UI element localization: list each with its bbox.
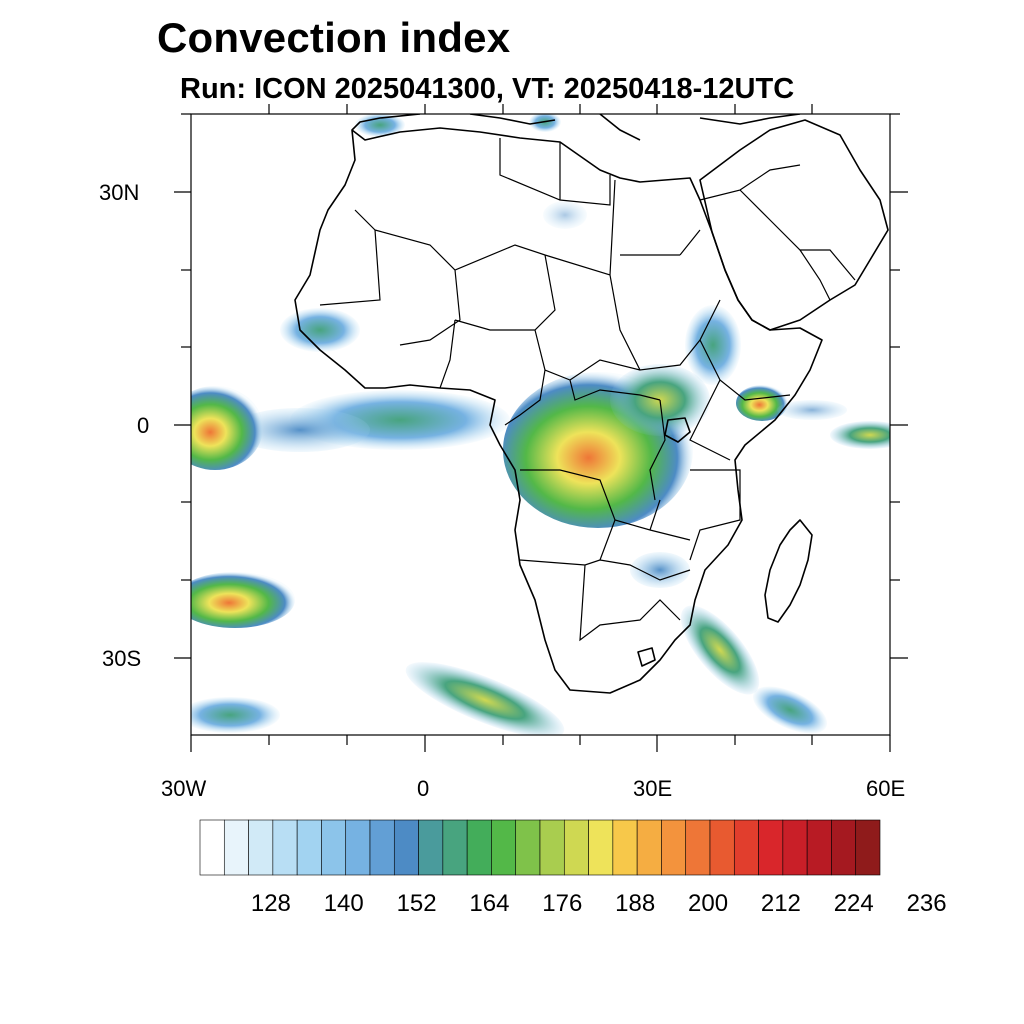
convection-cell-west-atlantic bbox=[191, 386, 263, 470]
colorbar-box bbox=[491, 819, 517, 876]
colorbar-box bbox=[321, 819, 347, 876]
convection-cell-sw-corner bbox=[191, 697, 280, 733]
convection-cell-mediterranean bbox=[529, 114, 561, 132]
colorbar-box bbox=[223, 819, 249, 876]
convection-cell-zambezi bbox=[630, 552, 690, 588]
colorbar-label: 128 bbox=[250, 890, 291, 917]
colorbar-label: 212 bbox=[760, 890, 801, 917]
lat-label-equator: 0 bbox=[137, 413, 150, 438]
colorbar-box bbox=[612, 819, 638, 876]
convection-cell-libya bbox=[543, 201, 587, 229]
convection-cell-indian-ocean bbox=[752, 686, 828, 734]
colorbar-box bbox=[296, 819, 322, 876]
madagascar bbox=[764, 519, 813, 623]
convection-field bbox=[191, 114, 890, 735]
colorbar-box bbox=[661, 819, 687, 876]
colorbar-box bbox=[709, 819, 735, 876]
colorbar-box bbox=[782, 819, 808, 876]
colorbar-label: 200 bbox=[688, 890, 729, 917]
border-arabia bbox=[699, 164, 856, 301]
colorbar-box bbox=[758, 819, 784, 876]
convection-cell-guinea bbox=[280, 308, 360, 352]
colorbar-box bbox=[466, 819, 492, 876]
colorbar-box bbox=[442, 819, 468, 876]
colorbar-box bbox=[588, 819, 614, 876]
colorbar-box bbox=[563, 819, 589, 876]
lake-victoria bbox=[664, 417, 691, 443]
colorbar-label: 140 bbox=[323, 890, 364, 917]
lon-label-0: 0 bbox=[417, 776, 430, 801]
colorbar-box bbox=[733, 819, 759, 876]
colorbar-box bbox=[418, 819, 444, 876]
colorbar-box bbox=[855, 819, 881, 876]
colorbar-label: 236 bbox=[906, 890, 947, 917]
country-borders bbox=[319, 138, 856, 642]
lat-label-30s: 30S bbox=[102, 646, 142, 671]
colorbar-box bbox=[831, 819, 857, 876]
colorbar-label: 152 bbox=[396, 890, 437, 917]
lon-label-30w: 30W bbox=[161, 776, 207, 801]
lon-label-30e: 30E bbox=[633, 776, 673, 801]
colorbar-box bbox=[539, 819, 565, 876]
lon-label-60e: 60E bbox=[866, 776, 906, 801]
arabian-peninsula bbox=[699, 119, 889, 331]
colorbar-label: 188 bbox=[615, 890, 656, 917]
colorbar-box bbox=[393, 819, 419, 876]
lat-ticks bbox=[174, 113, 908, 659]
colorbar-label: 164 bbox=[469, 890, 510, 917]
lat-label-30n: 30N bbox=[99, 180, 140, 205]
convection-cell-east-equator bbox=[830, 421, 890, 449]
colorbar bbox=[199, 819, 881, 876]
convection-cell-somalia-coast bbox=[777, 400, 847, 420]
convection-cell-south-atlantic bbox=[191, 572, 295, 628]
colorbar-box bbox=[685, 819, 711, 876]
coastlines bbox=[294, 114, 889, 694]
africa-coastline bbox=[294, 127, 823, 694]
convection-band-southern bbox=[405, 662, 565, 735]
lake-lesotho bbox=[637, 647, 656, 667]
colorbar-box bbox=[515, 819, 541, 876]
convection-cell-ethiopia bbox=[685, 305, 741, 385]
chart-subtitle: Run: ICON 2025041300, VT: 20250418-12UTC bbox=[180, 73, 795, 105]
colorbar-box bbox=[636, 819, 662, 876]
colorbar-box bbox=[199, 819, 225, 876]
convection-band-atlantic bbox=[230, 408, 370, 452]
colorbar-box bbox=[272, 819, 298, 876]
convection-band-mozambique bbox=[680, 605, 760, 695]
lon-ticks bbox=[190, 104, 891, 752]
colorbar-label: 176 bbox=[542, 890, 583, 917]
colorbar-box bbox=[248, 819, 274, 876]
border-lines bbox=[319, 138, 791, 642]
colorbar-box bbox=[369, 819, 395, 876]
colorbar-label: 224 bbox=[833, 890, 874, 917]
convection-cell-horn bbox=[736, 385, 788, 421]
europe-coast bbox=[351, 114, 801, 141]
colorbar-box bbox=[345, 819, 371, 876]
chart-title: Convection index bbox=[157, 14, 511, 61]
colorbar-box bbox=[806, 819, 832, 876]
